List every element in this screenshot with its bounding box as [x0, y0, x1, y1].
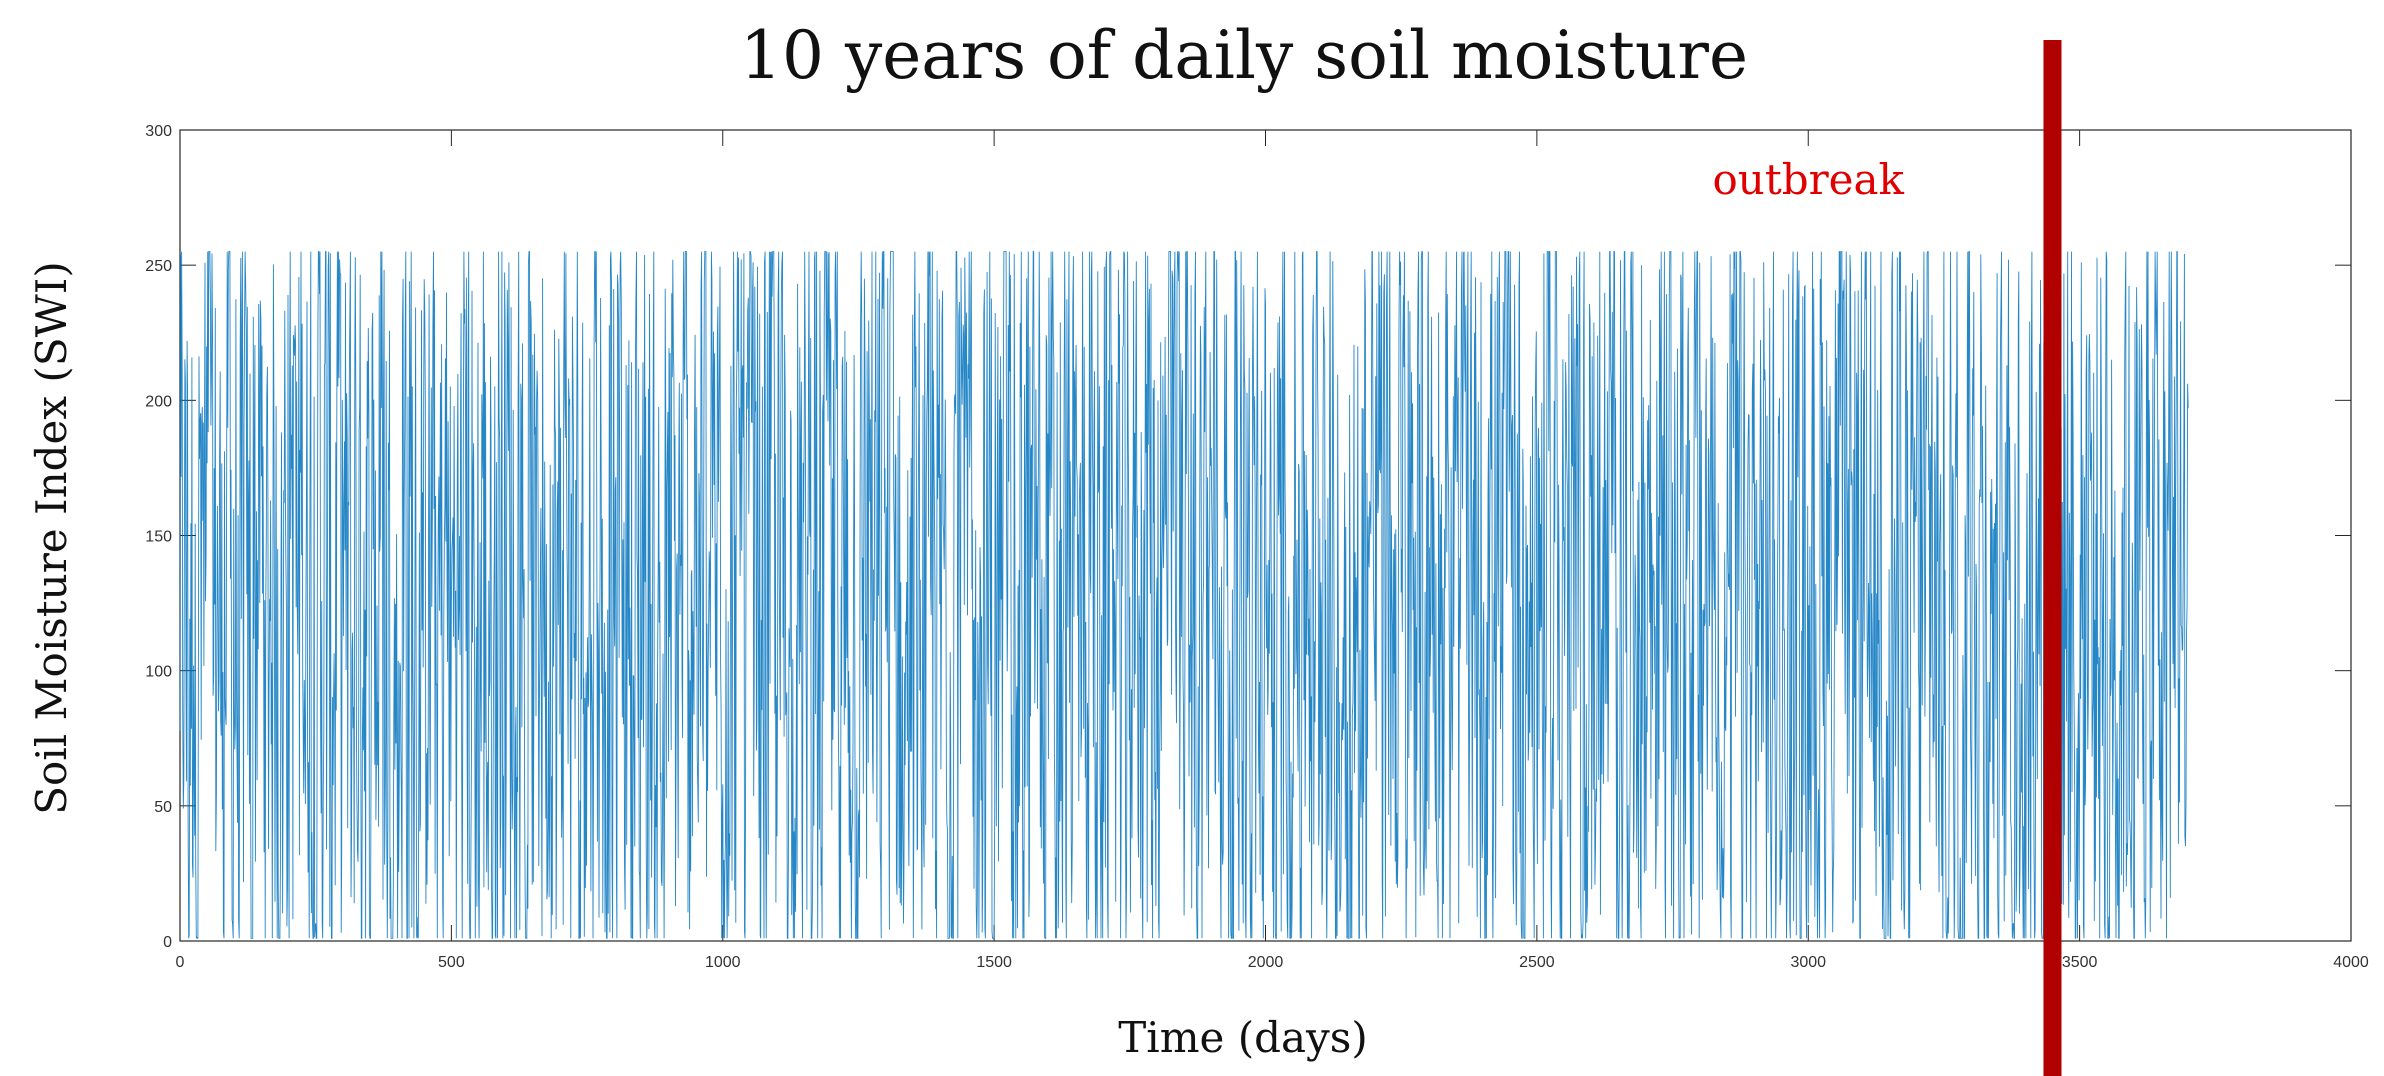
x-tick-label: 2500	[1519, 954, 1555, 971]
plot-area: 0 500 1000 1500 2000 2500 3000 3500 4000 0 50 100 15…	[145, 123, 2369, 971]
y-tick-label: 50	[154, 799, 172, 816]
outbreak-marker-line	[2043, 40, 2062, 1076]
x-tick-label: 3000	[1790, 954, 1826, 971]
x-tick-label: 0	[176, 954, 185, 971]
x-tick-label: 4000	[2333, 954, 2369, 971]
y-tick-label: 100	[145, 664, 172, 681]
x-tick-label: 1500	[976, 954, 1012, 971]
y-tick-label: 250	[145, 258, 172, 275]
x-tick-label: 3500	[2062, 954, 2098, 971]
y-tick-label: 150	[145, 529, 172, 546]
x-axis-title: Time (days)	[1118, 1013, 1367, 1062]
x-tick-label: 2000	[1248, 954, 1284, 971]
annotation-outbreak: outbreak	[1712, 155, 1904, 204]
x-tick-label: 500	[438, 954, 465, 971]
x-tick-label: 1000	[705, 954, 741, 971]
series-line	[179, 251, 2189, 940]
chart-title: 10 years of daily soil moisture	[740, 17, 1748, 94]
y-tick-label: 300	[145, 123, 172, 140]
y-tick-label: 0	[163, 934, 172, 951]
y-axis-title: Soil Moisture Index (SWI)	[27, 261, 76, 815]
y-tick-label: 200	[145, 393, 172, 410]
